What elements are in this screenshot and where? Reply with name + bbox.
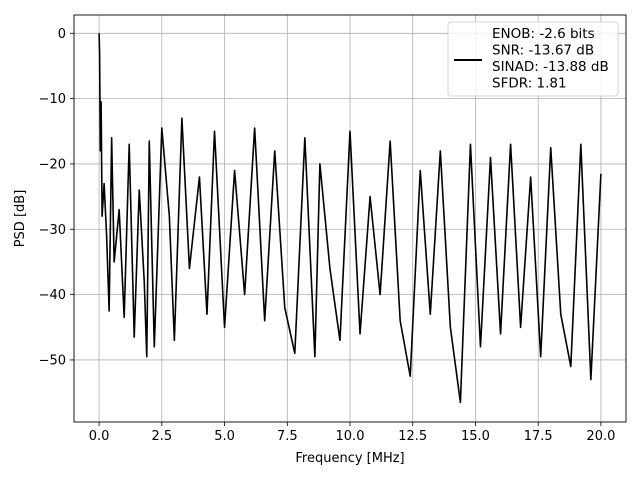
x-tick-label: 15.0 (461, 429, 490, 444)
x-ticks: 0.0 2.5 5.0 7.5 10.0 12.5 15.0 17.5 20.0 (89, 422, 615, 444)
y-ticks: 0 −10 −20 −30 −40 −50 (39, 27, 74, 368)
legend-snr: SNR: -13.67 dB (492, 43, 594, 59)
psd-series-line (98, 33, 602, 404)
series-layer (98, 33, 602, 404)
y-tick-label: −50 (39, 353, 66, 368)
legend-sinad: SINAD: -13.88 dB (492, 59, 609, 75)
legend: ENOB: -2.6 bits SNR: -13.67 dB SINAD: -1… (447, 21, 619, 97)
x-tick-label: 12.5 (398, 429, 427, 444)
y-tick-label: −30 (39, 223, 66, 238)
legend-sfdr: SFDR: 1.81 (492, 76, 567, 92)
legend-enob: ENOB: -2.6 bits (492, 26, 595, 42)
x-tick-label: 7.5 (277, 429, 298, 444)
x-tick-label: 10.0 (336, 429, 365, 444)
legend-box (447, 21, 619, 97)
y-tick-label: 0 (58, 27, 66, 42)
x-axis-label: Frequency [MHz] (295, 451, 404, 466)
y-tick-label: −20 (39, 157, 66, 172)
x-tick-label: 20.0 (586, 429, 615, 444)
x-tick-label: 0.0 (89, 429, 110, 444)
y-axis-label: PSD [dB] (13, 190, 28, 248)
x-tick-label: 2.5 (151, 429, 172, 444)
x-tick-label: 5.0 (214, 429, 235, 444)
y-tick-label: −10 (39, 92, 66, 107)
y-tick-label: −40 (39, 288, 66, 303)
x-tick-label: 17.5 (524, 429, 553, 444)
